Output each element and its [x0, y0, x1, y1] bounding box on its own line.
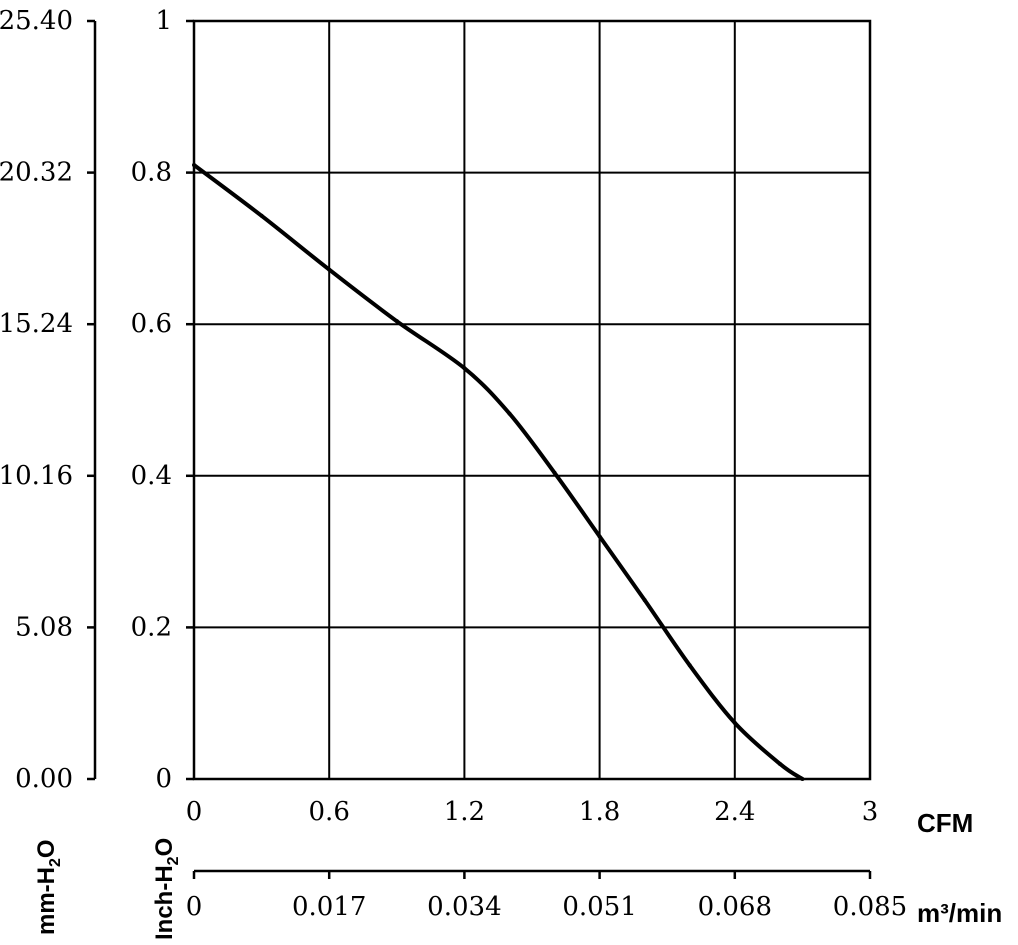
m3-tick-label: 0.034 — [427, 892, 501, 922]
cfm-unit-label: CFM — [917, 808, 973, 838]
m3-tick-label: 0 — [186, 892, 203, 922]
mm-h2o-title-end: O — [33, 839, 60, 858]
mm-tick-label: 25.40 — [0, 6, 73, 36]
mm-h2o-title-main: mm-H — [33, 867, 60, 935]
mm-tick-label: 5.08 — [15, 612, 73, 642]
grid — [194, 21, 870, 779]
cfm-tick-label: 2.4 — [714, 797, 755, 827]
curve-data-point — [800, 777, 805, 781]
inch-h2o-axis-title: Inch-H2O — [151, 838, 182, 940]
inch-h2o-title-main: Inch-H — [151, 865, 178, 940]
mm-h2o-axis-title: mm-H2O — [33, 839, 64, 935]
mm-tick-label: 15.24 — [0, 309, 73, 339]
m3-tick-label: 0.051 — [562, 892, 636, 922]
m3-min-unit-label: m³/min — [917, 898, 1002, 928]
inch-h2o-ticks: 0 0.2 0.4 0.6 0.8 1 — [131, 6, 194, 794]
series-group — [192, 163, 805, 781]
cfm-ticks: 0 0.6 1.2 1.8 2.4 3 — [186, 797, 879, 827]
mm-h2o-axis: 0.00 5.08 10.16 15.24 20.32 25.40 — [0, 6, 97, 794]
plot-frame — [192, 19, 872, 781]
curve-data-point — [732, 720, 737, 725]
curve-data-point — [394, 319, 399, 324]
inch-tick-label: 0 — [155, 764, 172, 794]
m3-tick-label: 0.068 — [698, 892, 772, 922]
curve-data-point — [597, 534, 602, 539]
inch-tick-label: 0.4 — [131, 461, 172, 491]
mm-tick-label: 20.32 — [0, 158, 73, 188]
cfm-tick-label: 1.8 — [579, 797, 620, 827]
inch-h2o-title-sub: 2 — [165, 856, 182, 865]
inch-h2o-title-end: O — [151, 838, 178, 857]
curve-data-point — [777, 761, 782, 766]
curve-data-point — [642, 598, 647, 603]
curve-data-point — [552, 470, 557, 475]
inch-tick-label: 0.2 — [131, 612, 172, 642]
curve-data-point — [507, 411, 512, 416]
m3-min-axis: 0 0.017 0.034 0.051 0.068 0.085 — [186, 869, 907, 922]
cfm-tick-label: 0 — [186, 797, 203, 827]
curve-data-point — [192, 163, 196, 168]
mm-h2o-title-sub: 2 — [47, 858, 64, 867]
m3-tick-label: 0.017 — [292, 892, 366, 922]
curve-data-point — [687, 663, 692, 668]
pressure-flow-curve — [192, 163, 804, 781]
mm-tick-label: 10.16 — [0, 461, 73, 491]
m3-tick-label: 0.085 — [833, 892, 907, 922]
cfm-tick-label: 3 — [862, 797, 879, 827]
curve-data-point — [462, 366, 467, 371]
cfm-tick-label: 1.2 — [444, 797, 485, 827]
inch-tick-label: 1 — [155, 6, 172, 36]
inch-tick-label: 0.8 — [131, 158, 172, 188]
inch-tick-label: 0.6 — [131, 309, 172, 339]
curve-data-point — [327, 267, 332, 272]
mm-tick-label: 0.00 — [15, 764, 73, 794]
plot-border — [192, 19, 872, 781]
cfm-tick-label: 0.6 — [309, 797, 350, 827]
curve-data-point — [259, 213, 264, 218]
